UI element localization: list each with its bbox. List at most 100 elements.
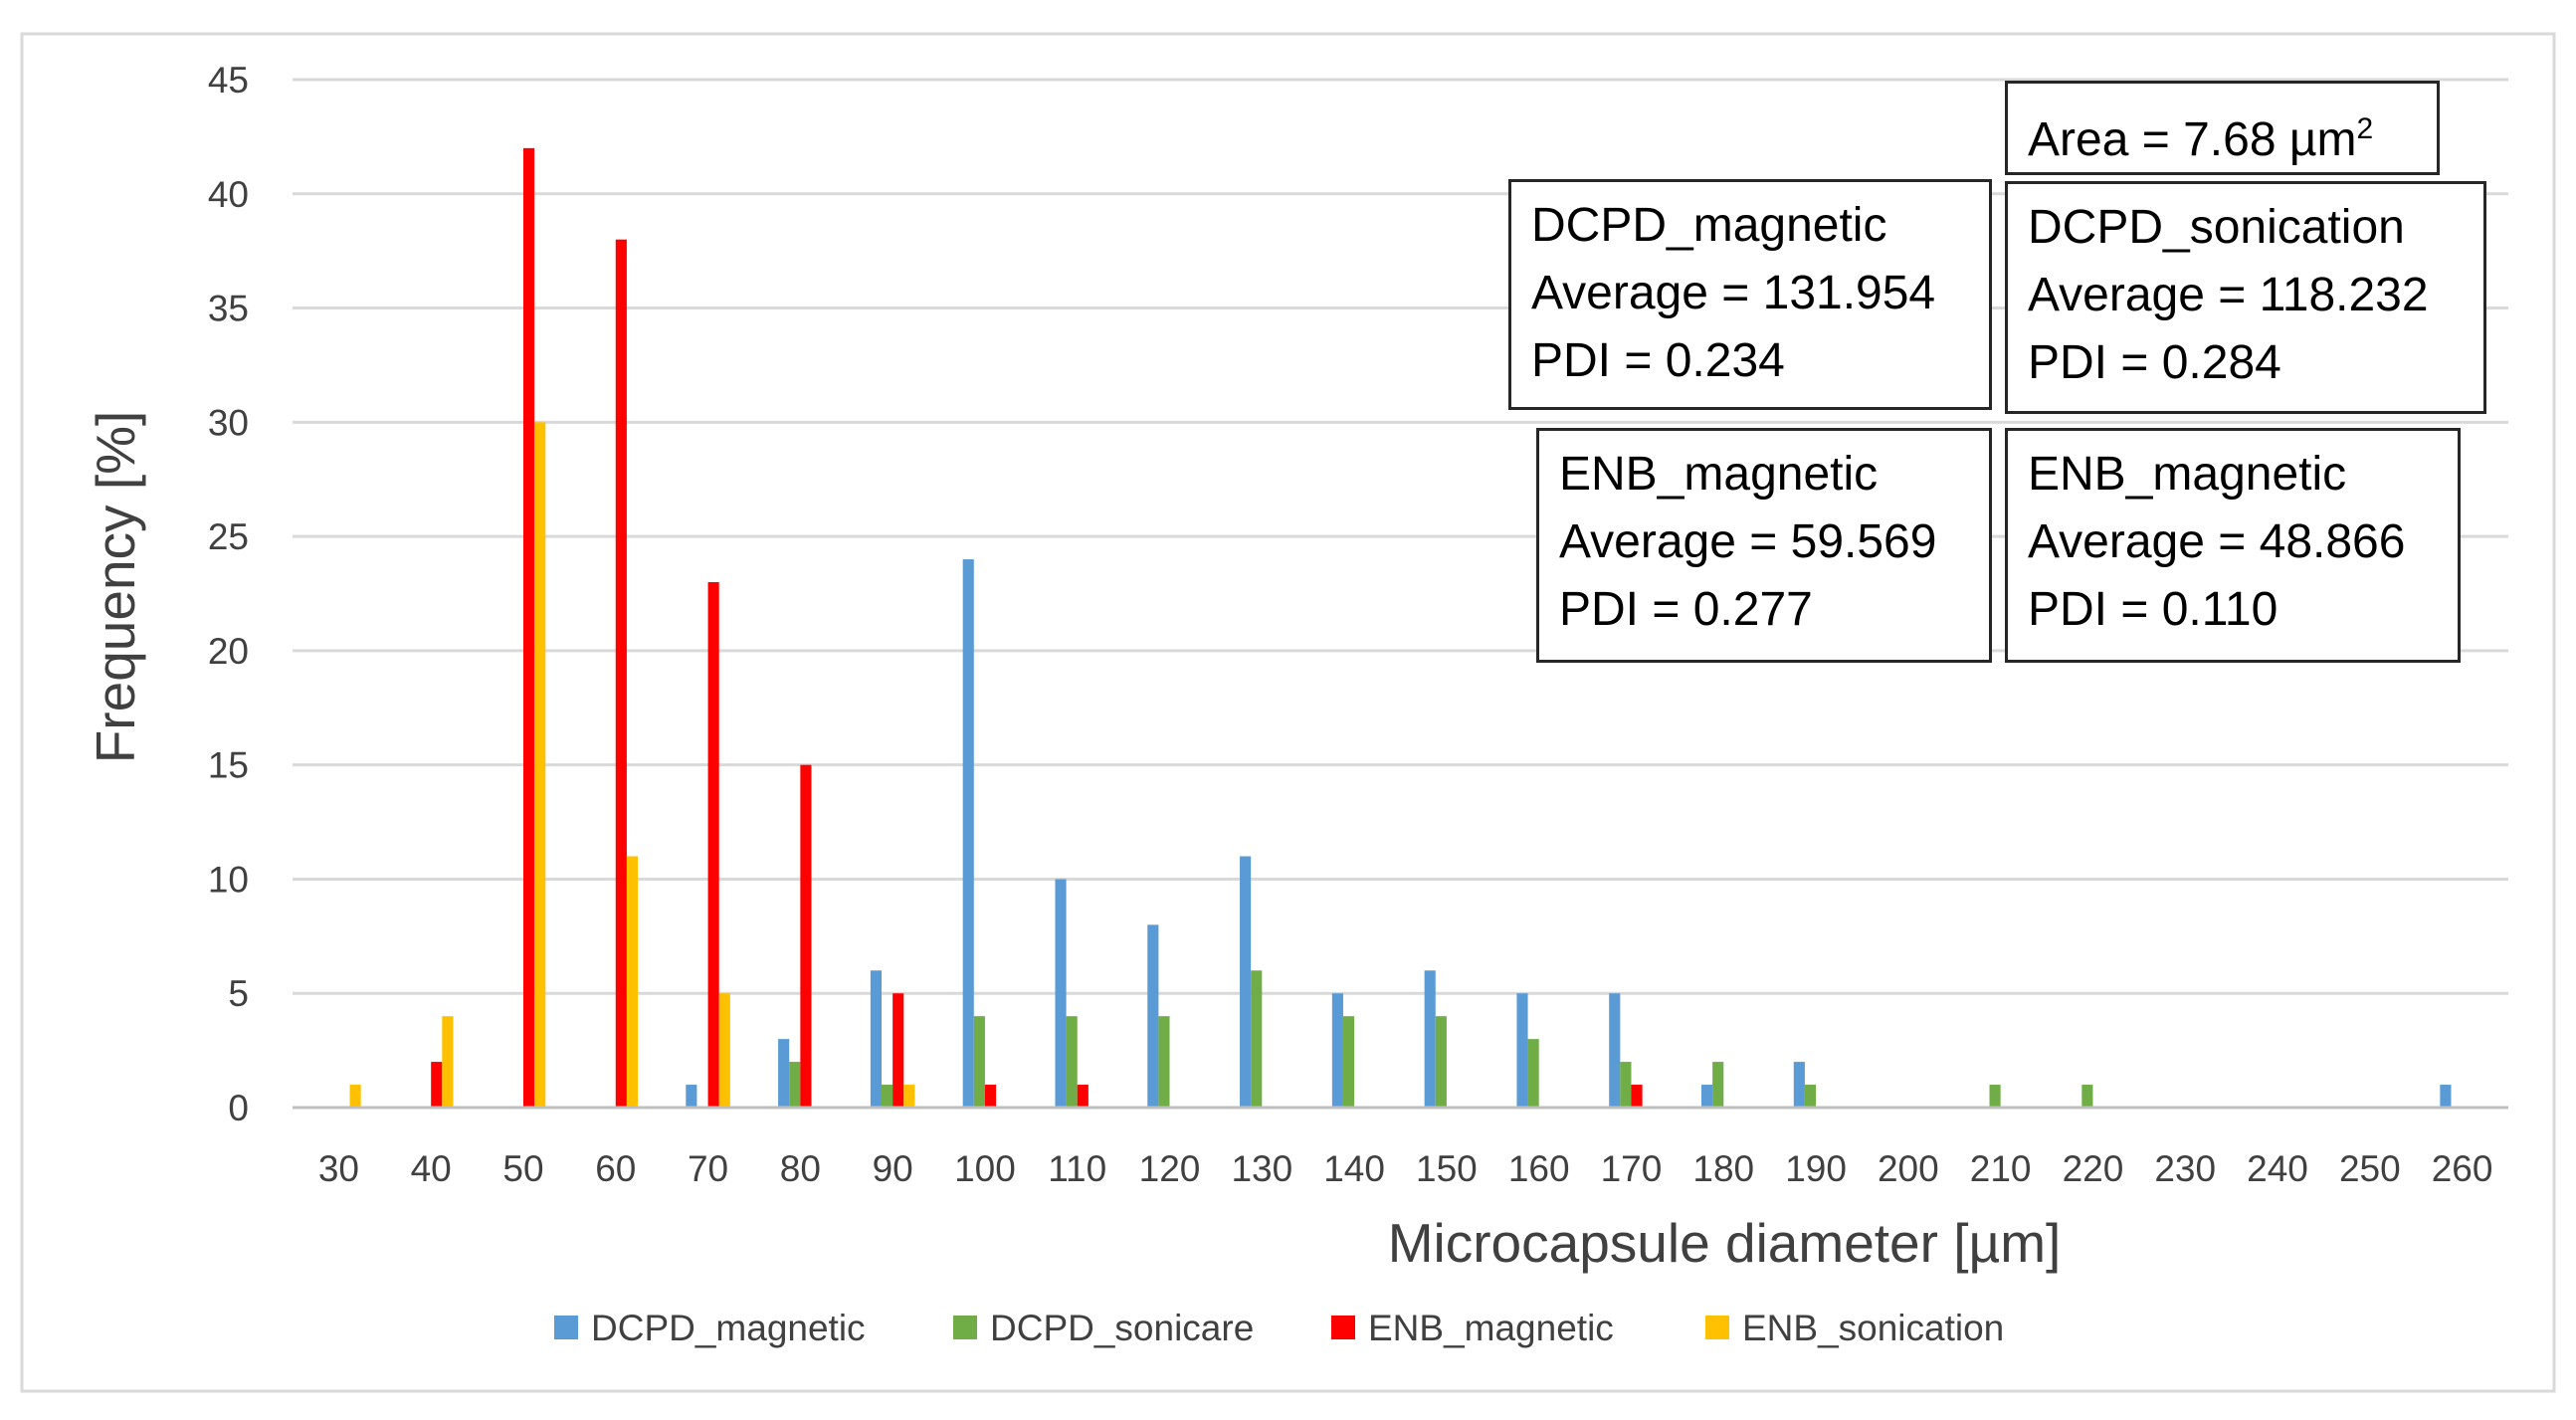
legend-swatch-dcpd-magnetic	[554, 1316, 578, 1339]
bar-dcpd-magnetic-70	[686, 1085, 697, 1108]
bar-enb-sonication-50	[534, 422, 546, 1108]
bar-dcpd-magnetic-260	[2440, 1085, 2452, 1108]
bar-enb-magnetic-50	[522, 147, 535, 1108]
bar-enb-sonication-90	[903, 1085, 915, 1108]
legend: DCPD_magnetic DCPD_sonicare ENB_magnetic EN…	[554, 1308, 2004, 1348]
x-tick-label: 140	[1323, 1148, 1385, 1189]
x-tick-label: 130	[1231, 1148, 1292, 1189]
y-tick-label: 5	[228, 973, 249, 1014]
bar-dcpd-sonicare-90	[882, 1085, 893, 1108]
y-tick-label: 25	[208, 516, 249, 557]
enb-magnetic-annotation-1: ENB_magnetic Average = 59.569 PDI = 0.27…	[1536, 428, 1992, 663]
bar-dcpd-sonicare-190	[1804, 1085, 1817, 1108]
bar-dcpd-magnetic-100	[962, 559, 974, 1108]
bar-enb-sonication-70	[718, 993, 730, 1108]
x-tick-label: 70	[688, 1148, 728, 1189]
enb-magnetic-annotation-2: ENB_magnetic Average = 48.866 PDI = 0.11…	[2005, 428, 2461, 663]
bar-enb-magnetic-80	[800, 764, 812, 1108]
enb-magnetic-1-annotation-average: Average = 59.569	[1559, 515, 1937, 568]
x-tick-label: 50	[502, 1148, 543, 1189]
y-tick-label: 35	[208, 289, 249, 329]
area-unit-exponent: 2	[2356, 112, 2374, 145]
legend-swatch-dcpd-sonicare	[953, 1316, 977, 1339]
y-tick-label: 40	[208, 174, 249, 215]
bar-enb-sonication-60	[626, 856, 639, 1108]
bar-dcpd-sonicare-130	[1251, 970, 1263, 1108]
x-tick-label: 200	[1878, 1148, 1939, 1189]
bar-enb-magnetic-110	[1077, 1085, 1089, 1108]
bar-enb-magnetic-70	[707, 582, 719, 1108]
dcpd-magnetic-annotation-average: Average = 131.954	[1531, 267, 1936, 319]
bar-enb-magnetic-60	[615, 239, 627, 1108]
bar-dcpd-magnetic-90	[870, 970, 883, 1108]
x-tick-label: 110	[1048, 1148, 1106, 1189]
y-tick-label: 45	[208, 60, 249, 101]
x-tick-label: 220	[2063, 1148, 2124, 1189]
bar-dcpd-magnetic-140	[1331, 993, 1343, 1108]
bar-dcpd-sonicare-120	[1158, 1016, 1170, 1108]
area-annotation: Area = 7.68 µm2	[2005, 81, 2440, 175]
bar-enb-magnetic-90	[892, 993, 904, 1108]
area-value: Area = 7.68 µm	[2028, 113, 2357, 166]
x-tick-label: 160	[1508, 1148, 1570, 1189]
bar-dcpd-sonicare-140	[1342, 1016, 1355, 1108]
y-tick-label: 0	[228, 1088, 249, 1128]
bar-dcpd-sonicare-110	[1066, 1016, 1078, 1108]
enb-magnetic-1-annotation-name: ENB_magnetic	[1559, 448, 1879, 501]
enb-magnetic-2-annotation-pdi: PDI = 0.110	[2028, 583, 2279, 636]
bar-dcpd-sonicare-210	[1989, 1085, 2001, 1108]
x-tick-label: 260	[2432, 1148, 2493, 1189]
bar-dcpd-magnetic-160	[1516, 993, 1528, 1108]
x-tick-label: 90	[873, 1148, 913, 1189]
bar-dcpd-magnetic-130	[1240, 856, 1252, 1108]
bar-dcpd-sonicare-150	[1435, 1016, 1447, 1108]
bar-dcpd-sonicare-170	[1620, 1062, 1632, 1108]
x-tick-label: 80	[780, 1148, 821, 1189]
y-tick-label: 30	[208, 402, 249, 443]
bar-dcpd-sonicare-100	[973, 1016, 985, 1108]
dcpd-sonication-annotation-pdi: PDI = 0.284	[2028, 336, 2281, 389]
x-tick-label: 250	[2339, 1148, 2401, 1189]
legend-label-dcpd-sonicare: DCPD_sonicare	[990, 1308, 1254, 1348]
y-axis-title: Frequency [%]	[85, 411, 146, 764]
x-tick-label: 190	[1785, 1148, 1847, 1189]
y-tick-label: 10	[208, 859, 249, 900]
bar-enb-magnetic-170	[1631, 1085, 1643, 1108]
bar-dcpd-magnetic-190	[1793, 1062, 1805, 1108]
bar-dcpd-magnetic-120	[1147, 924, 1159, 1108]
x-tick-label: 100	[954, 1148, 1016, 1189]
bar-dcpd-magnetic-80	[778, 1039, 790, 1108]
dcpd-sonication-annotation-average: Average = 118.232	[2028, 269, 2429, 321]
x-tick-label: 240	[2247, 1148, 2308, 1189]
bar-enb-sonication-40	[442, 1016, 454, 1108]
x-tick-label: 170	[1601, 1148, 1663, 1189]
area-annotation-text: Area = 7.68 µm2	[2028, 96, 2417, 174]
enb-magnetic-1-annotation-pdi: PDI = 0.277	[1559, 583, 1813, 636]
x-tick-label: 60	[595, 1148, 636, 1189]
dcpd-magnetic-annotation-name: DCPD_magnetic	[1531, 199, 1887, 252]
dcpd-magnetic-annotation: DCPD_magnetic Average = 131.954 PDI = 0.…	[1508, 179, 1992, 410]
dcpd-sonication-annotation-name: DCPD_sonication	[2028, 201, 2405, 254]
x-tick-label: 40	[411, 1148, 452, 1189]
bar-dcpd-sonicare-80	[789, 1062, 801, 1108]
bar-dcpd-sonicare-220	[2081, 1085, 2093, 1108]
bar-enb-magnetic-40	[431, 1062, 443, 1108]
y-tick-label: 15	[208, 745, 249, 786]
bar-dcpd-magnetic-150	[1424, 970, 1436, 1108]
bar-enb-magnetic-100	[984, 1085, 997, 1108]
dcpd-magnetic-annotation-pdi: PDI = 0.234	[1531, 334, 1785, 387]
x-tick-label: 120	[1139, 1148, 1201, 1189]
x-axis-title: Microcapsule diameter [µm]	[1388, 1212, 2062, 1274]
bar-dcpd-magnetic-110	[1055, 879, 1067, 1108]
dcpd-sonication-annotation: DCPD_sonication Average = 118.232 PDI = …	[2005, 181, 2486, 414]
bar-enb-sonication-30	[349, 1085, 361, 1108]
enb-magnetic-2-annotation-average: Average = 48.866	[2028, 515, 2406, 568]
legend-swatch-enb-magnetic	[1331, 1316, 1355, 1339]
legend-label-enb-magnetic: ENB_magnetic	[1368, 1308, 1614, 1348]
enb-magnetic-2-annotation-name: ENB_magnetic	[2028, 448, 2347, 501]
x-tick-label: 230	[2154, 1148, 2216, 1189]
x-tick-label: 150	[1416, 1148, 1478, 1189]
bar-dcpd-magnetic-170	[1609, 993, 1621, 1108]
x-tick-label: 30	[318, 1148, 359, 1189]
bar-dcpd-sonicare-160	[1527, 1039, 1539, 1108]
